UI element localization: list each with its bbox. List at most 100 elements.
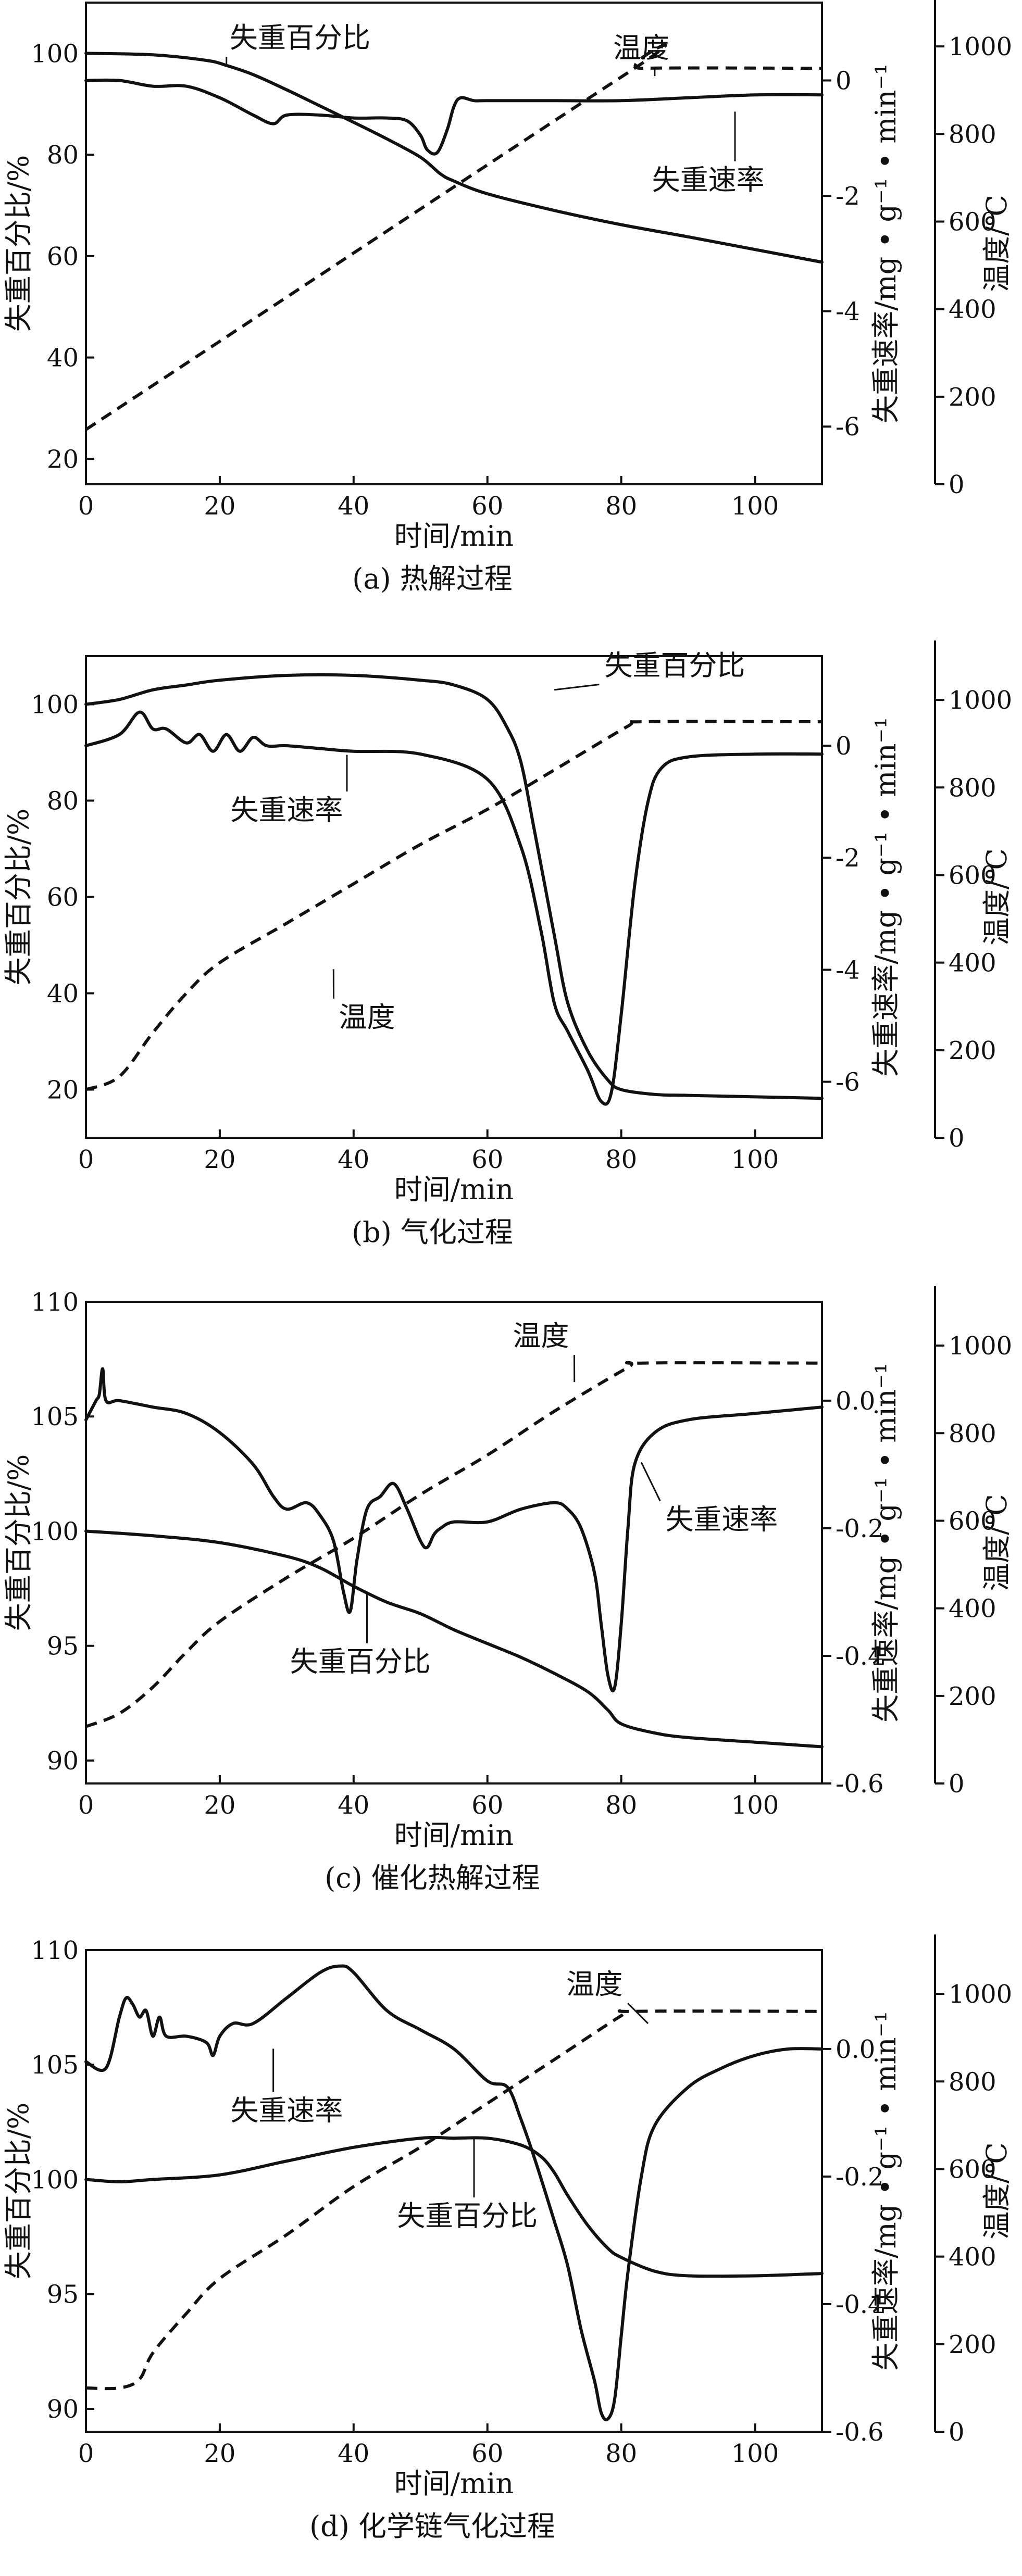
annotation-label: 温度: [613, 32, 669, 65]
annotation-label: 温度: [339, 1001, 395, 1034]
y-left-axis-title: 失重百分比/%: [2, 809, 35, 986]
x-tick-label: 100: [731, 2439, 779, 2468]
figure-caption: (d) 化学链气化过程: [309, 2510, 555, 2543]
y-right2-tick-label: 400: [949, 1594, 996, 1624]
y-right2-tick-label: 800: [949, 2067, 996, 2096]
y-right2-tick-label: 600: [949, 207, 996, 236]
y-right2-tick-label: 400: [949, 949, 996, 978]
series-line-left: [84, 1529, 824, 1749]
annotation-label: 温度: [566, 1968, 622, 2001]
series-line-right1: [84, 710, 824, 1106]
y-right1-axis-title: 失重速率/mg • g⁻¹ • min⁻¹: [869, 1363, 902, 1722]
y-right1-tick-label: -6: [836, 1067, 860, 1097]
figure-caption: (c) 催化热解过程: [325, 1862, 540, 1894]
y-left-tick-label: 80: [47, 141, 79, 170]
y-left-axis-title: 失重百分比/%: [2, 2103, 35, 2280]
y-right1-axis-title: 失重速率/mg • g⁻¹ • min⁻¹: [869, 64, 902, 423]
x-tick-label: 100: [731, 1145, 779, 1174]
y-right2-tick-label: 1000: [949, 1980, 1012, 2009]
y-left-axis-title: 失重百分比/%: [2, 1454, 35, 1631]
x-axis-title: 时间/min: [394, 2467, 514, 2500]
y-right2-axis-title: 温度/℃: [980, 1494, 1013, 1591]
x-tick-label: 40: [338, 1791, 369, 1820]
x-tick-label: 0: [78, 2439, 94, 2468]
x-tick-label: 60: [471, 2439, 503, 2468]
annotation-label: 温度: [513, 1320, 569, 1352]
figure-caption: (b) 气化过程: [352, 1216, 513, 1249]
series-line-right2: [85, 1361, 822, 1728]
x-tick-label: 20: [204, 492, 235, 521]
y-left-tick-label: 60: [47, 242, 79, 271]
y-right2-tick-label: 0: [949, 1124, 965, 1153]
annotation-label: 失重百分比: [604, 649, 745, 682]
y-left-tick-label: 60: [47, 883, 79, 912]
y-left-tick-label: 100: [31, 1517, 79, 1546]
annotation-label: 失重百分比: [290, 1645, 431, 1678]
y-right1-tick-label: 0: [836, 732, 852, 761]
y-right1-tick-label: -0.2: [836, 2163, 884, 2192]
series-line-right1: [84, 78, 824, 156]
chart-panel-a: 0 20 40 60 80 100 时间/min 20 40 60 80 100 失重百分比/% 0 -2 -…: [2, 0, 1013, 595]
y-right2-tick-label: 600: [949, 1506, 996, 1536]
y-right2-tick-label: 800: [949, 773, 996, 802]
x-tick-label: 40: [338, 1145, 369, 1174]
annotation-label: 失重速率: [230, 2094, 343, 2127]
x-tick-label: 100: [731, 1791, 779, 1820]
annotation-label: 失重速率: [665, 1503, 778, 1536]
series-line-right2: [85, 2009, 822, 2391]
series-line-left: [84, 673, 824, 1100]
series-line-right1: [84, 1964, 824, 2421]
x-axis-title: 时间/min: [394, 1173, 514, 1206]
annotation-label: 失重百分比: [230, 21, 370, 54]
annotation-label: 失重百分比: [397, 2200, 538, 2232]
y-left-tick-label: 90: [47, 2395, 79, 2424]
x-tick-label: 60: [471, 492, 503, 521]
y-right2-axis-title: 温度/℃: [980, 848, 1013, 946]
y-right2-tick-label: 400: [949, 295, 996, 324]
y-left-tick-label: 105: [31, 2051, 79, 2080]
annotation-leader: [640, 1462, 661, 1502]
y-right1-tick-label: -2: [836, 182, 860, 211]
series-line-right2: [85, 720, 822, 1091]
plot-frame: [85, 1949, 823, 2433]
y-right1-tick-label: 0.0: [836, 2035, 875, 2064]
x-tick-label: 40: [338, 492, 369, 521]
x-tick-label: 60: [471, 1791, 503, 1820]
y-right2-tick-label: 400: [949, 2243, 996, 2272]
y-right2-tick-label: 200: [949, 2330, 996, 2359]
y-right2-tick-label: 200: [949, 383, 996, 412]
y-right1-tick-label: -0.4: [836, 1642, 884, 1671]
y-right1-tick-label: -0.2: [836, 1514, 884, 1543]
y-left-tick-label: 40: [47, 979, 79, 1009]
chart-panel-c: 0 20 40 60 80 100 时间/min 90 95 100 105 110 失重百分比/% 0.…: [2, 1286, 1013, 1894]
y-right1-tick-label: -4: [836, 956, 860, 985]
x-tick-label: 0: [78, 492, 94, 521]
y-right2-tick-label: 0: [949, 2418, 965, 2447]
y-right2-tick-label: 600: [949, 2155, 996, 2184]
y-right2-tick-label: 600: [949, 861, 996, 890]
series-line-right2: [85, 43, 822, 431]
y-right2-tick-label: 0: [949, 1769, 965, 1799]
series-line-left: [84, 52, 824, 264]
x-tick-label: 80: [605, 492, 637, 521]
y-right1-tick-label: -0.6: [836, 2418, 884, 2447]
y-right1-tick-label: -4: [836, 297, 860, 326]
y-left-tick-label: 105: [31, 1402, 79, 1431]
y-left-tick-label: 80: [47, 787, 79, 816]
y-right1-tick-label: -6: [836, 412, 860, 442]
y-right2-tick-label: 200: [949, 1682, 996, 1711]
y-left-tick-label: 20: [47, 445, 79, 474]
x-tick-label: 80: [605, 1145, 637, 1174]
x-axis-title: 时间/min: [394, 1819, 514, 1852]
y-right1-tick-label: -2: [836, 844, 860, 873]
plot-frame: [85, 2, 823, 485]
y-left-tick-label: 110: [31, 1288, 79, 1317]
x-tick-label: 20: [204, 2439, 235, 2468]
y-right2-tick-label: 0: [949, 470, 965, 499]
y-right2-tick-label: 1000: [949, 1331, 1012, 1361]
x-tick-label: 80: [605, 2439, 637, 2468]
y-right2-tick-label: 800: [949, 1419, 996, 1448]
y-left-axis-title: 失重百分比/%: [2, 155, 35, 332]
x-tick-label: 100: [731, 492, 779, 521]
